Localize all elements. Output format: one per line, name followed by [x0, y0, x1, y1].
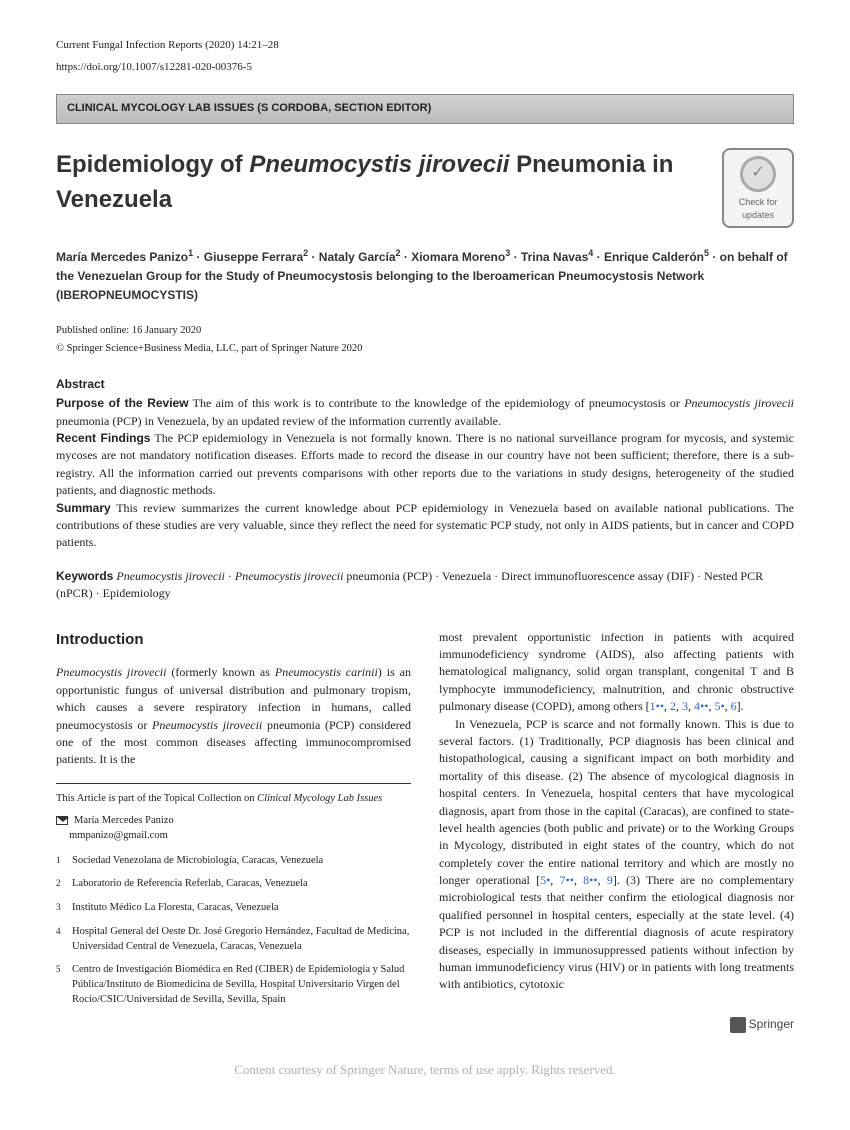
purpose-lead: Purpose of the Review — [56, 396, 189, 410]
affiliation-text: Instituto Médico La Floresta, Caracas, V… — [72, 901, 411, 916]
publisher-logo: Springer — [439, 1016, 794, 1033]
summary-text: This review summarizes the current knowl… — [56, 501, 794, 550]
affiliation-text: Laboratorio de Referencia Referlab, Cara… — [72, 877, 411, 892]
title-part-1: Epidemiology of — [56, 151, 249, 178]
abstract-summary: Summary This review summarizes the curre… — [56, 500, 794, 552]
summary-lead: Summary — [56, 501, 111, 515]
keywords-text: Pneumocystis jirovecii · Pneumocystis ji… — [56, 569, 763, 600]
abstract-heading: Abstract — [56, 376, 794, 393]
affiliation-text: Centro de Investigación Biomédica en Red… — [72, 963, 411, 1007]
check-circle-icon — [740, 156, 776, 192]
affiliation-text: Hospital General del Oeste Dr. José Greg… — [72, 925, 411, 954]
affiliation-number: 5 — [56, 963, 72, 1007]
intro-paragraph-2: In Venezuela, PCP is scarce and not form… — [439, 716, 794, 994]
courtesy-footer: Content courtesy of Springer Nature, ter… — [56, 1061, 794, 1080]
badge-text-1: Check for — [726, 196, 790, 209]
footnote-block: This Article is part of the Topical Coll… — [56, 792, 411, 1008]
introduction-heading: Introduction — [56, 629, 411, 651]
right-column: most prevalent opportunistic infection i… — [439, 629, 794, 1034]
title-italic: Pneumocystis jirovecii — [249, 151, 509, 178]
journal-citation: Current Fungal Infection Reports (2020) … — [56, 38, 794, 54]
author-list: María Mercedes Panizo1 · Giuseppe Ferrar… — [56, 246, 794, 306]
affiliation-item: 5Centro de Investigación Biomédica en Re… — [56, 963, 411, 1007]
article-title: Epidemiology of Pneumocystis jirovecii P… — [56, 148, 722, 218]
affiliation-number: 4 — [56, 925, 72, 954]
left-column: Introduction Pneumocystis jirovecii (for… — [56, 629, 411, 1034]
check-updates-badge[interactable]: Check for updates — [722, 148, 794, 228]
affiliation-item: 4Hospital General del Oeste Dr. José Gre… — [56, 925, 411, 954]
abstract-purpose: Purpose of the Review The aim of this wo… — [56, 395, 794, 430]
keywords-lead: Keywords — [56, 569, 113, 583]
corresp-name: María Mercedes Panizo — [74, 815, 174, 826]
footnote-divider — [56, 783, 411, 784]
findings-lead: Recent Findings — [56, 431, 150, 445]
affiliation-number: 2 — [56, 877, 72, 892]
abstract-block: Abstract Purpose of the Review The aim o… — [56, 376, 794, 552]
affiliation-list: 1Sociedad Venezolana de Microbiología, C… — [56, 854, 411, 1008]
publisher-name: Springer — [749, 1017, 794, 1031]
affiliation-item: 2Laboratorio de Referencia Referlab, Car… — [56, 877, 411, 892]
abstract-findings: Recent Findings The PCP epidemiology in … — [56, 430, 794, 500]
springer-horse-icon — [730, 1017, 746, 1033]
findings-text: The PCP epidemiology in Venezuela is not… — [56, 431, 794, 497]
keywords-block: Keywords Pneumocystis jirovecii · Pneumo… — [56, 568, 794, 603]
copyright-line: © Springer Science+Business Media, LLC, … — [56, 341, 794, 356]
intro-paragraph-1-cont: most prevalent opportunistic infection i… — [439, 629, 794, 716]
affiliation-text: Sociedad Venezolana de Microbiología, Ca… — [72, 854, 411, 869]
affiliation-number: 3 — [56, 901, 72, 916]
mail-icon — [56, 816, 68, 825]
intro-paragraph-1: Pneumocystis jirovecii (formerly known a… — [56, 664, 411, 768]
corresponding-author: María Mercedes Panizo mmpanizo@gmail.com — [56, 814, 411, 843]
section-banner: CLINICAL MYCOLOGY LAB ISSUES (S CORDOBA,… — [56, 94, 794, 124]
published-date: Published online: 16 January 2020 — [56, 323, 794, 338]
badge-text-2: updates — [726, 209, 790, 222]
doi-link[interactable]: https://doi.org/10.1007/s12281-020-00376… — [56, 60, 794, 76]
corresp-email[interactable]: mmpanizo@gmail.com — [69, 830, 168, 841]
affiliation-number: 1 — [56, 854, 72, 869]
affiliation-item: 1Sociedad Venezolana de Microbiología, C… — [56, 854, 411, 869]
collection-note: This Article is part of the Topical Coll… — [56, 792, 411, 807]
affiliation-item: 3Instituto Médico La Floresta, Caracas, … — [56, 901, 411, 916]
